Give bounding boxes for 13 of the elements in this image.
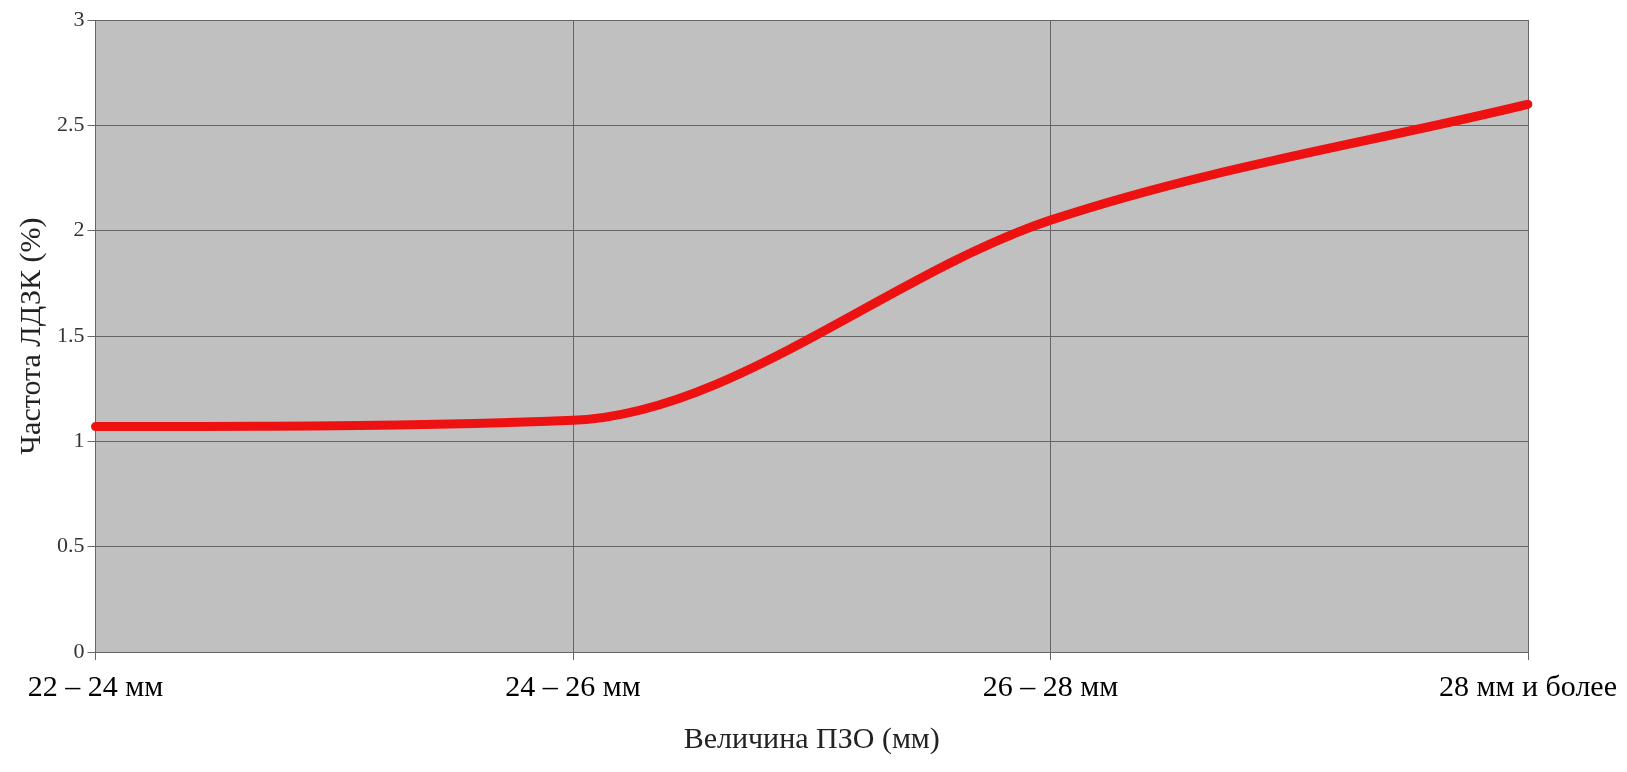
y-tick-label: 2 — [73, 216, 85, 242]
y-tick-label: 0 — [73, 637, 85, 663]
x-tick-label: 24 – 26 мм — [505, 668, 641, 702]
x-tick-label: 26 – 28 мм — [982, 668, 1119, 702]
y-tick-label: 3 — [73, 5, 85, 31]
y-tick-label: 0.5 — [57, 532, 85, 558]
y-tick-label: 2.5 — [57, 111, 85, 137]
x-axis-title: Величина ПЗО (мм) — [683, 720, 940, 755]
y-axis-title: Частота ЛДЗК (%) — [12, 217, 47, 455]
y-tick-label: 1.5 — [57, 321, 85, 347]
x-tick-label: 28 мм и более — [1439, 668, 1617, 702]
y-tick-label: 1 — [73, 427, 85, 453]
x-tick-label: 22 – 24 мм — [27, 668, 164, 702]
